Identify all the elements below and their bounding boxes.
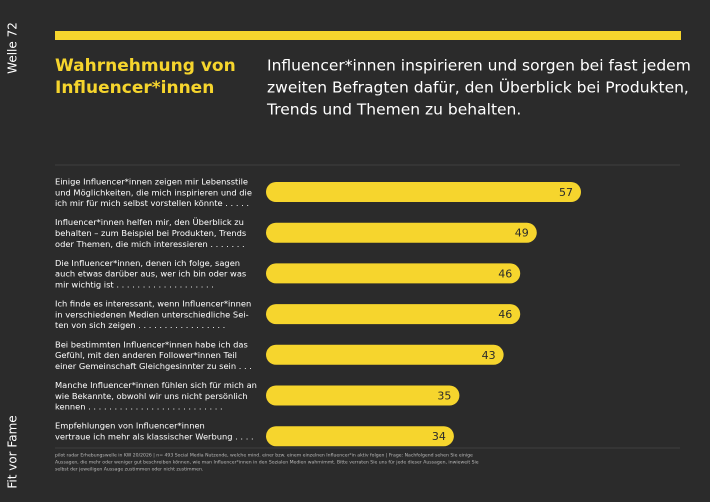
category-label: in verschiedenen Medien unterschiedliche… [55, 309, 249, 319]
category-label: Ich finde es interessant, wenn Influence… [55, 299, 251, 309]
bar [266, 304, 521, 325]
chart-subtitle: Influencer*innen inspirieren und sorgen … [267, 57, 691, 75]
wave-label: Welle 72 [6, 22, 20, 74]
category-label: und Möglichkeiten, die mich inspirieren … [55, 187, 252, 197]
category-label: mir wichtig ist . . . . . . . . . . . . … [55, 280, 214, 290]
category-label: wie Bekannte, obwohl wir uns nicht persö… [55, 391, 248, 401]
bar [266, 263, 521, 284]
category-label: oder Themen, die mich interessieren . . … [55, 239, 245, 249]
chart-subtitle: zweiten Befragten dafür, den Überblick b… [267, 78, 689, 97]
category-label: Empfehlungen von Influencer*innen [55, 421, 205, 431]
chart-title: Influencer*innen [55, 78, 214, 98]
category-label: vertraue ich mehr als klassischer Werbun… [55, 432, 254, 442]
value-label: 57 [559, 186, 573, 199]
category-label: Bei bestimmten Influencer*innen habe ich… [55, 339, 248, 349]
bar [266, 222, 537, 243]
value-label: 35 [437, 390, 451, 403]
bar [266, 426, 454, 447]
bar [266, 344, 504, 365]
value-label: 46 [498, 308, 512, 321]
top-band [55, 31, 681, 40]
footnote: Aussagen, die mehr oder weniger gut besc… [55, 460, 479, 466]
footnote: pilot radar Erhebungswelle in KW 20/2026… [55, 453, 473, 459]
bar [266, 385, 460, 406]
bar [266, 182, 581, 202]
category-label: behalten – zum Beispiel bei Produkten, T… [55, 228, 246, 238]
value-label: 46 [498, 267, 512, 280]
chart-title: Wahrnehmung von [55, 56, 236, 76]
category-label: ich mir für mich selbst vorstellen könnt… [55, 198, 249, 208]
category-label: ten von sich zeigen . . . . . . . . . . … [55, 320, 225, 330]
brand-label: Fit vor Fame [6, 415, 20, 488]
category-label: auch etwas darüber aus, wer ich bin oder… [55, 269, 246, 279]
chart-subtitle: Trends und Themen zu behalten. [266, 101, 521, 119]
value-label: 49 [515, 227, 529, 240]
category-label: Einige Influencer*innen zeigen mir Leben… [55, 177, 248, 187]
category-label: Influencer*innen helfen mir, den Überbli… [55, 217, 244, 227]
footnote: selbst der jeweiligen Aussage zustimmen … [55, 467, 203, 473]
category-label: einer Gemeinschaft Gleichgesinnter zu se… [55, 361, 252, 371]
value-label: 43 [482, 349, 496, 362]
category-label: kennen . . . . . . . . . . . . . . . . .… [55, 402, 223, 412]
category-label: Die Influencer*innen, denen ich folge, s… [55, 258, 240, 268]
value-label: 34 [432, 430, 446, 443]
category-label: Manche Influencer*innen fühlen sich für … [55, 380, 257, 390]
category-label: Gefühl, mit den anderen Follower*innen T… [55, 350, 237, 360]
